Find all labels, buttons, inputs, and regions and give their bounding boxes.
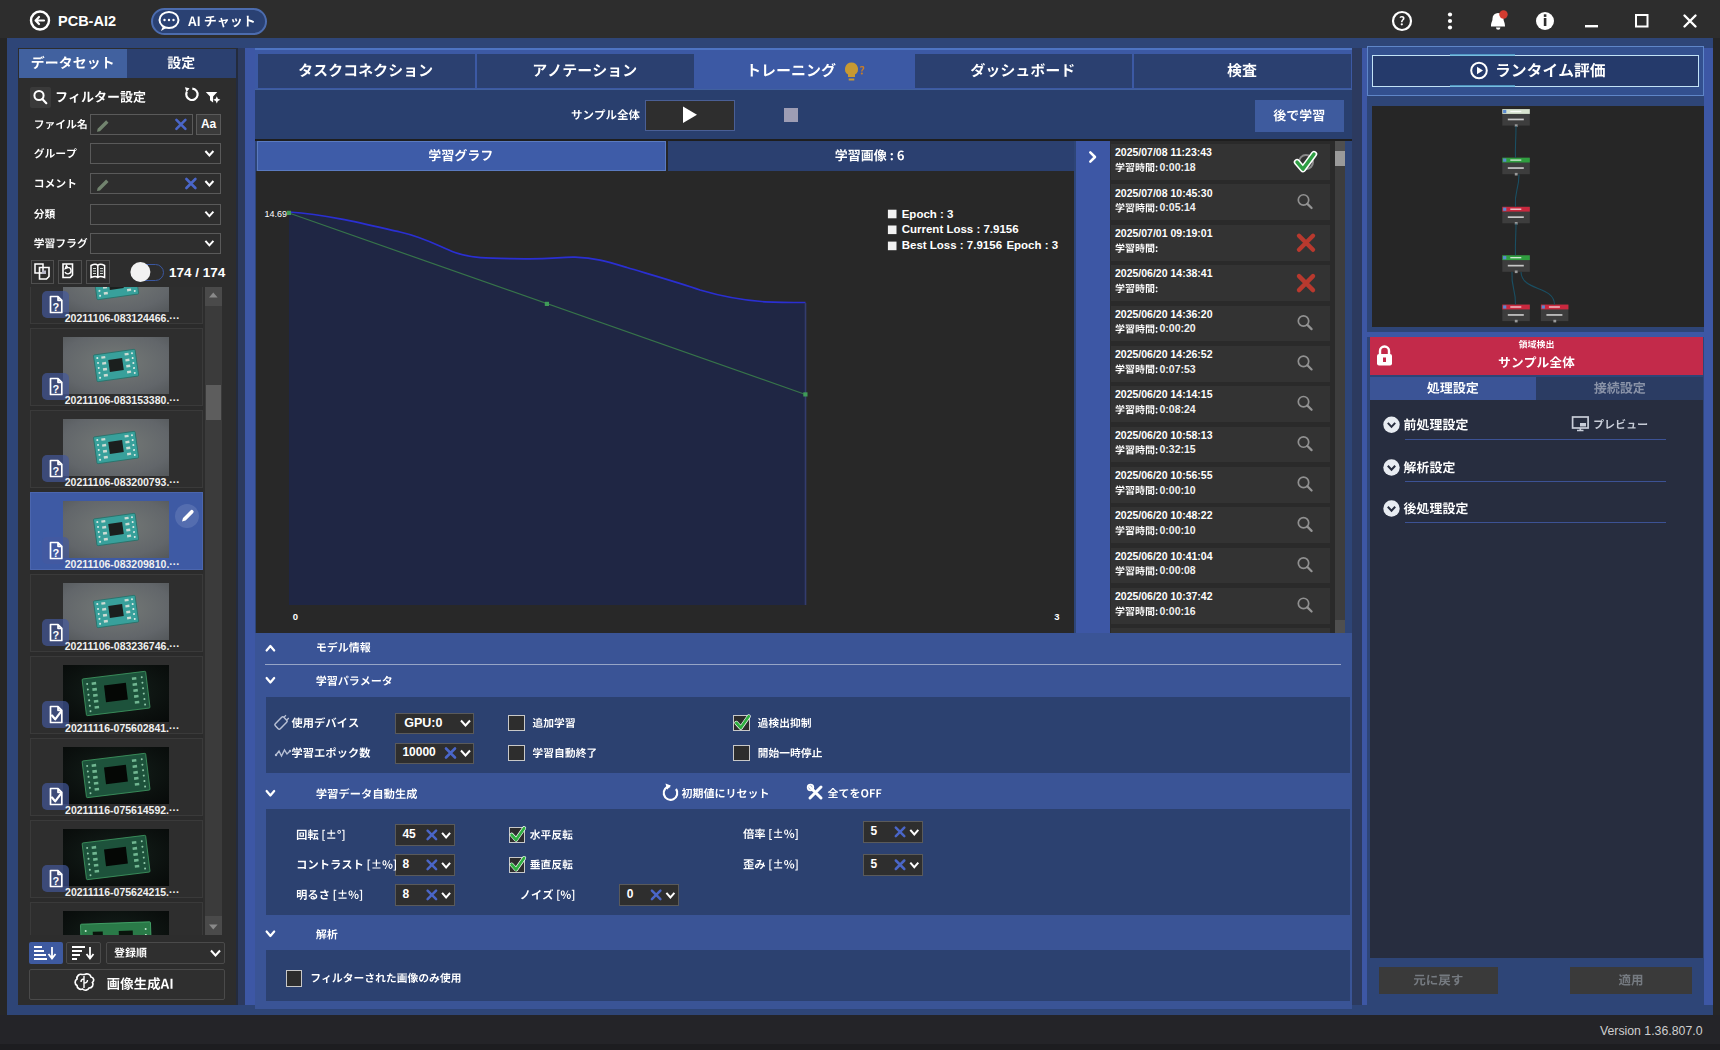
svg-text:?: ? (52, 875, 59, 887)
svg-text:?: ? (52, 301, 59, 313)
svg-text:?: ? (52, 629, 59, 641)
svg-text:?: ? (52, 547, 59, 559)
svg-text:?: ? (52, 383, 59, 395)
svg-text:?: ? (52, 465, 59, 477)
